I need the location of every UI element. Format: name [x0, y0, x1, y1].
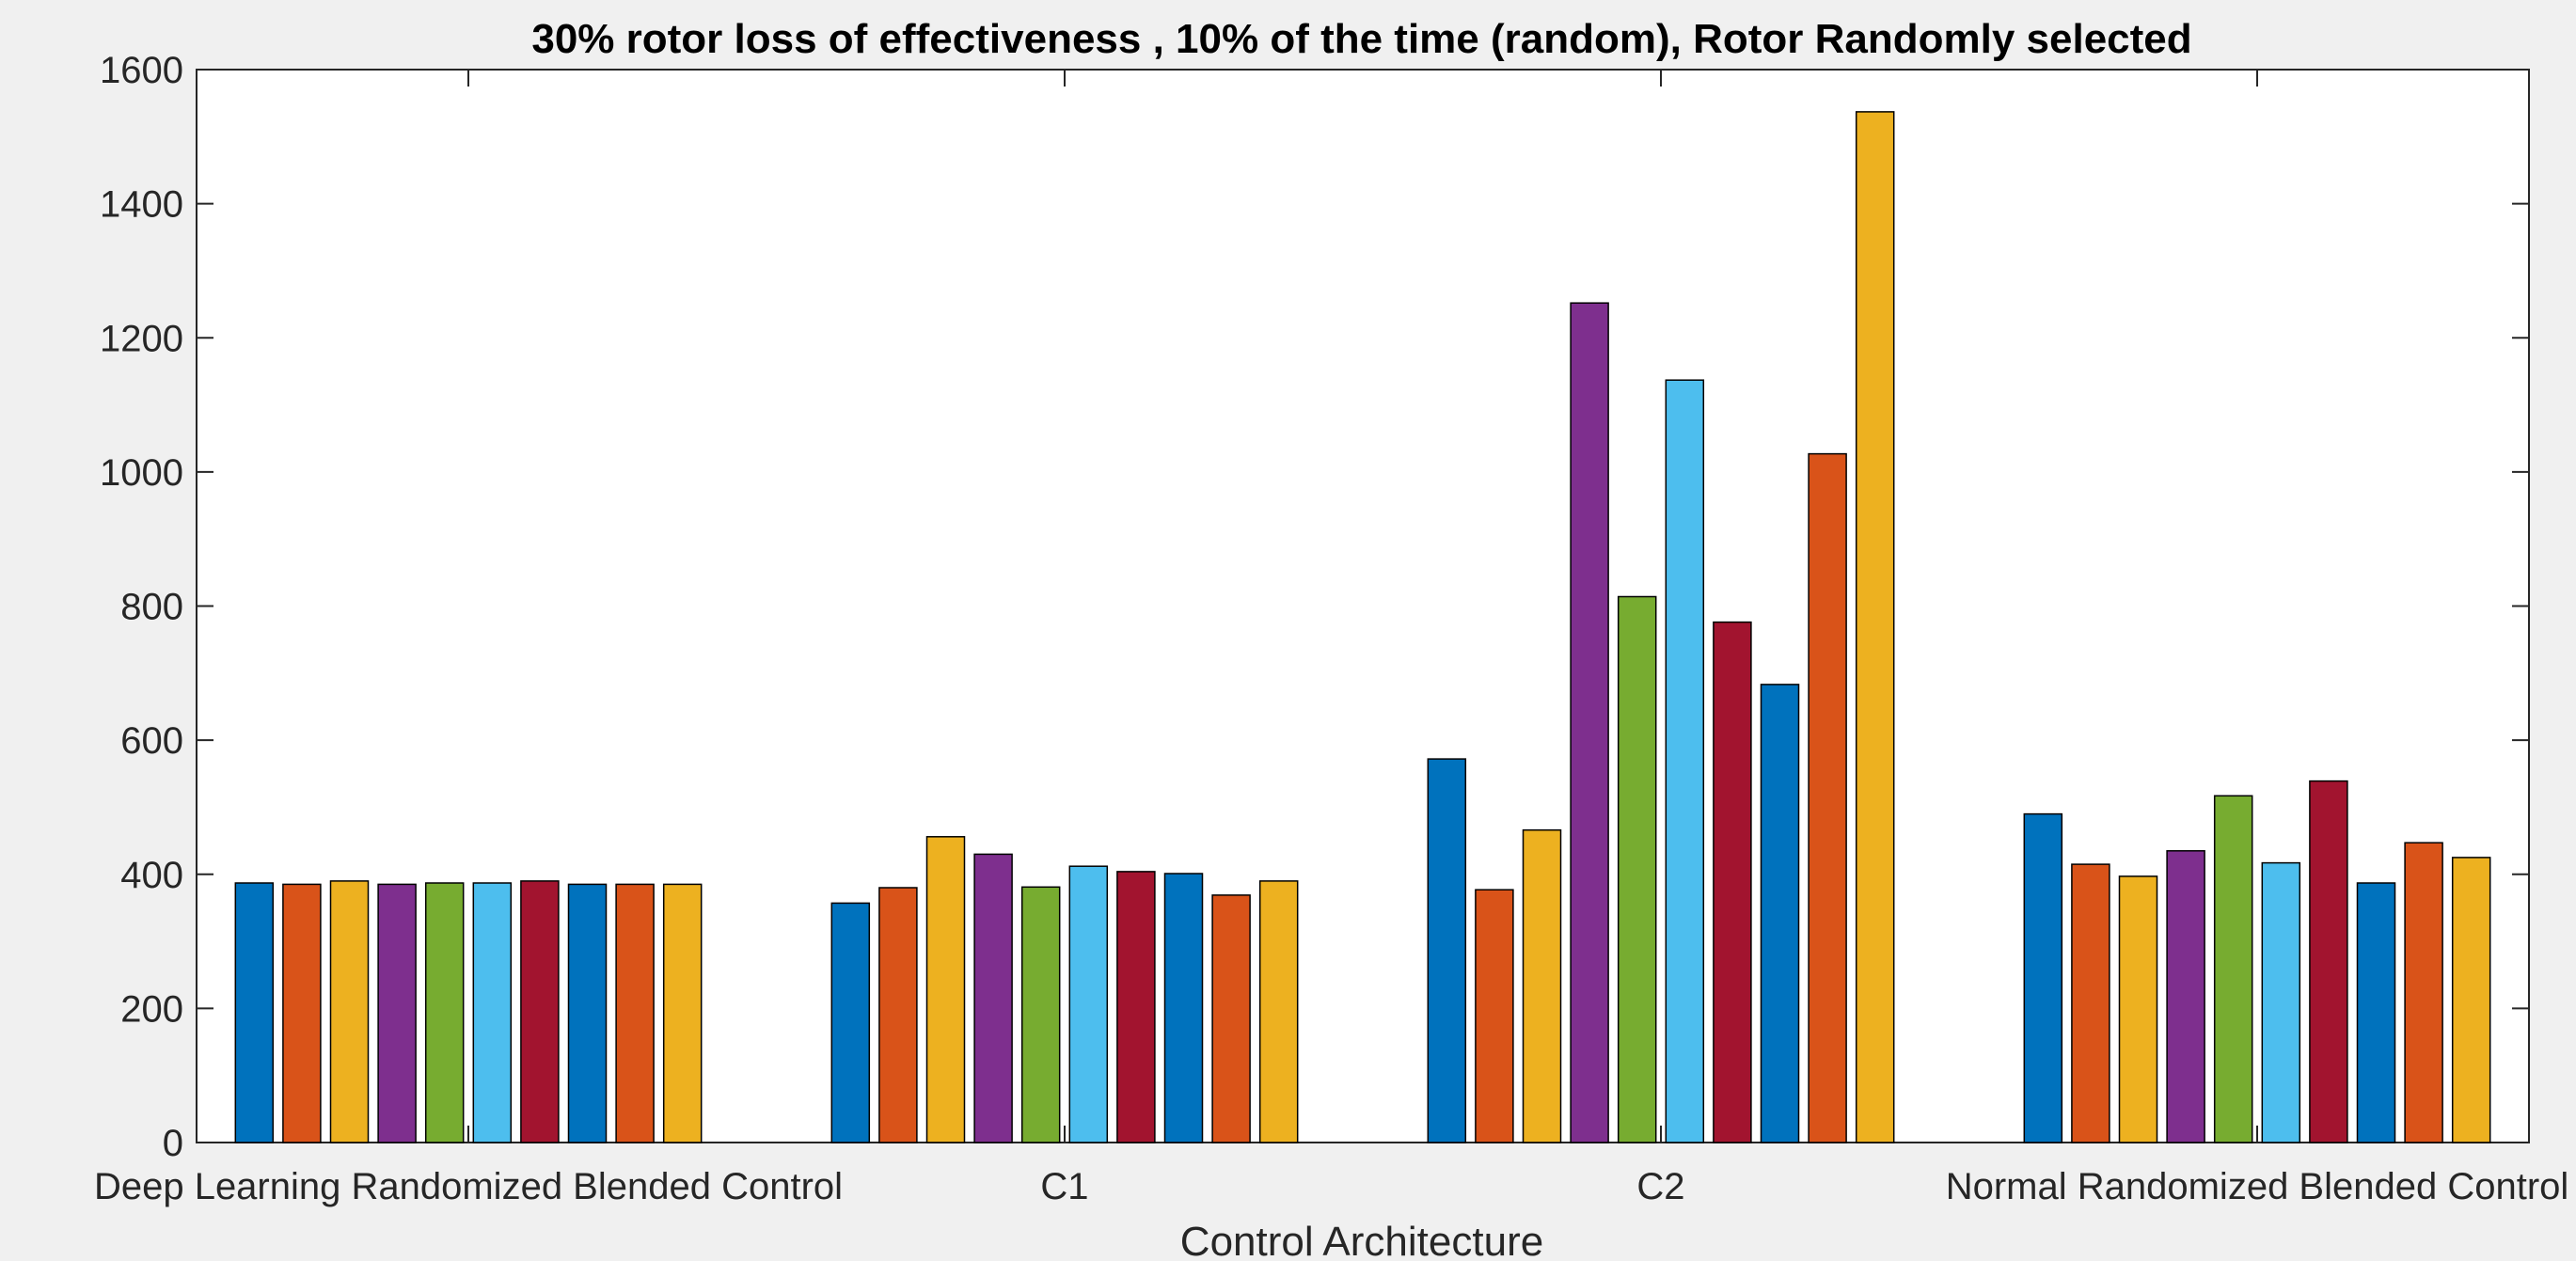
bar-series-3-group-2 — [925, 836, 966, 1143]
y-tick-label-4: 800 — [120, 587, 183, 628]
bar-series-2-group-2 — [878, 887, 918, 1143]
bar-series-7-group-1 — [520, 880, 560, 1143]
bar-series-4-group-1 — [377, 883, 417, 1143]
bar-series-10-group-3 — [1855, 111, 1895, 1143]
y-tick-label-3: 600 — [120, 720, 183, 762]
bar-series-9-group-3 — [1808, 452, 1847, 1143]
y-tick-label-0: 0 — [163, 1123, 183, 1164]
bar-series-6-group-3 — [1665, 379, 1705, 1143]
y-tick-label-1: 200 — [120, 988, 183, 1030]
chart-title: 30% rotor loss of effectiveness , 10% of… — [531, 16, 2191, 62]
bar-series-1-group-1 — [234, 882, 275, 1143]
x-category-label-1: C1 — [1040, 1166, 1088, 1207]
bar-series-9-group-2 — [1211, 894, 1251, 1143]
y-tick-label-6: 1200 — [100, 318, 183, 359]
y-tick-label-2: 400 — [120, 855, 183, 896]
ticks-group: 0 200 400 600 800 1000 1200 1400 1600 Deep Learni… — [94, 50, 2568, 1207]
x-category-label-0: Deep Learning Randomized Blended Control — [94, 1166, 843, 1207]
bar-series-8-group-4 — [2356, 882, 2396, 1143]
x-category-label-3: Normal Randomized Blended Control — [1946, 1166, 2569, 1207]
bar-series-5-group-1 — [424, 882, 465, 1143]
bar-series-7-group-4 — [2309, 780, 2348, 1143]
bar-series-6-group-1 — [472, 882, 513, 1143]
bar-series-8-group-2 — [1163, 873, 1204, 1143]
bar-series-2-group-3 — [1475, 889, 1514, 1143]
bar-series-7-group-2 — [1116, 871, 1156, 1143]
bar-series-9-group-4 — [2404, 842, 2443, 1143]
bar-series-6-group-4 — [2261, 861, 2301, 1143]
x-axis-label: Control Architecture — [1180, 1219, 1543, 1261]
bar-series-6-group-2 — [1068, 865, 1109, 1143]
bar-series-4-group-3 — [1570, 302, 1609, 1143]
bar-series-5-group-2 — [1020, 886, 1061, 1143]
y-tick-label-8: 1600 — [100, 50, 183, 91]
bar-series-3-group-1 — [329, 880, 370, 1143]
y-tick-label-7: 1400 — [100, 184, 183, 226]
bar-series-9-group-1 — [615, 883, 655, 1143]
bar-series-8-group-3 — [1760, 684, 1800, 1143]
bar-series-10-group-2 — [1258, 880, 1299, 1143]
bar-series-1-group-3 — [1427, 758, 1467, 1143]
bars-group — [234, 111, 2491, 1143]
bar-series-1-group-2 — [830, 902, 871, 1143]
bar-series-3-group-4 — [2118, 875, 2158, 1143]
bar-series-7-group-3 — [1713, 621, 1752, 1143]
bar-series-8-group-1 — [567, 883, 608, 1143]
y-tick-label-5: 1000 — [100, 452, 183, 494]
x-category-label-2: C2 — [1636, 1166, 1684, 1207]
bar-series-10-group-1 — [662, 883, 703, 1143]
bar-series-10-group-4 — [2451, 857, 2491, 1143]
bar-series-5-group-4 — [2213, 795, 2253, 1143]
bar-series-2-group-1 — [282, 883, 322, 1143]
bar-series-1-group-4 — [2023, 812, 2063, 1143]
bar-series-4-group-4 — [2166, 850, 2205, 1143]
bar-series-2-group-4 — [2071, 863, 2110, 1143]
bar-series-3-group-3 — [1522, 828, 1562, 1143]
bar-series-4-group-2 — [973, 853, 1013, 1143]
bar-series-5-group-3 — [1617, 595, 1657, 1143]
